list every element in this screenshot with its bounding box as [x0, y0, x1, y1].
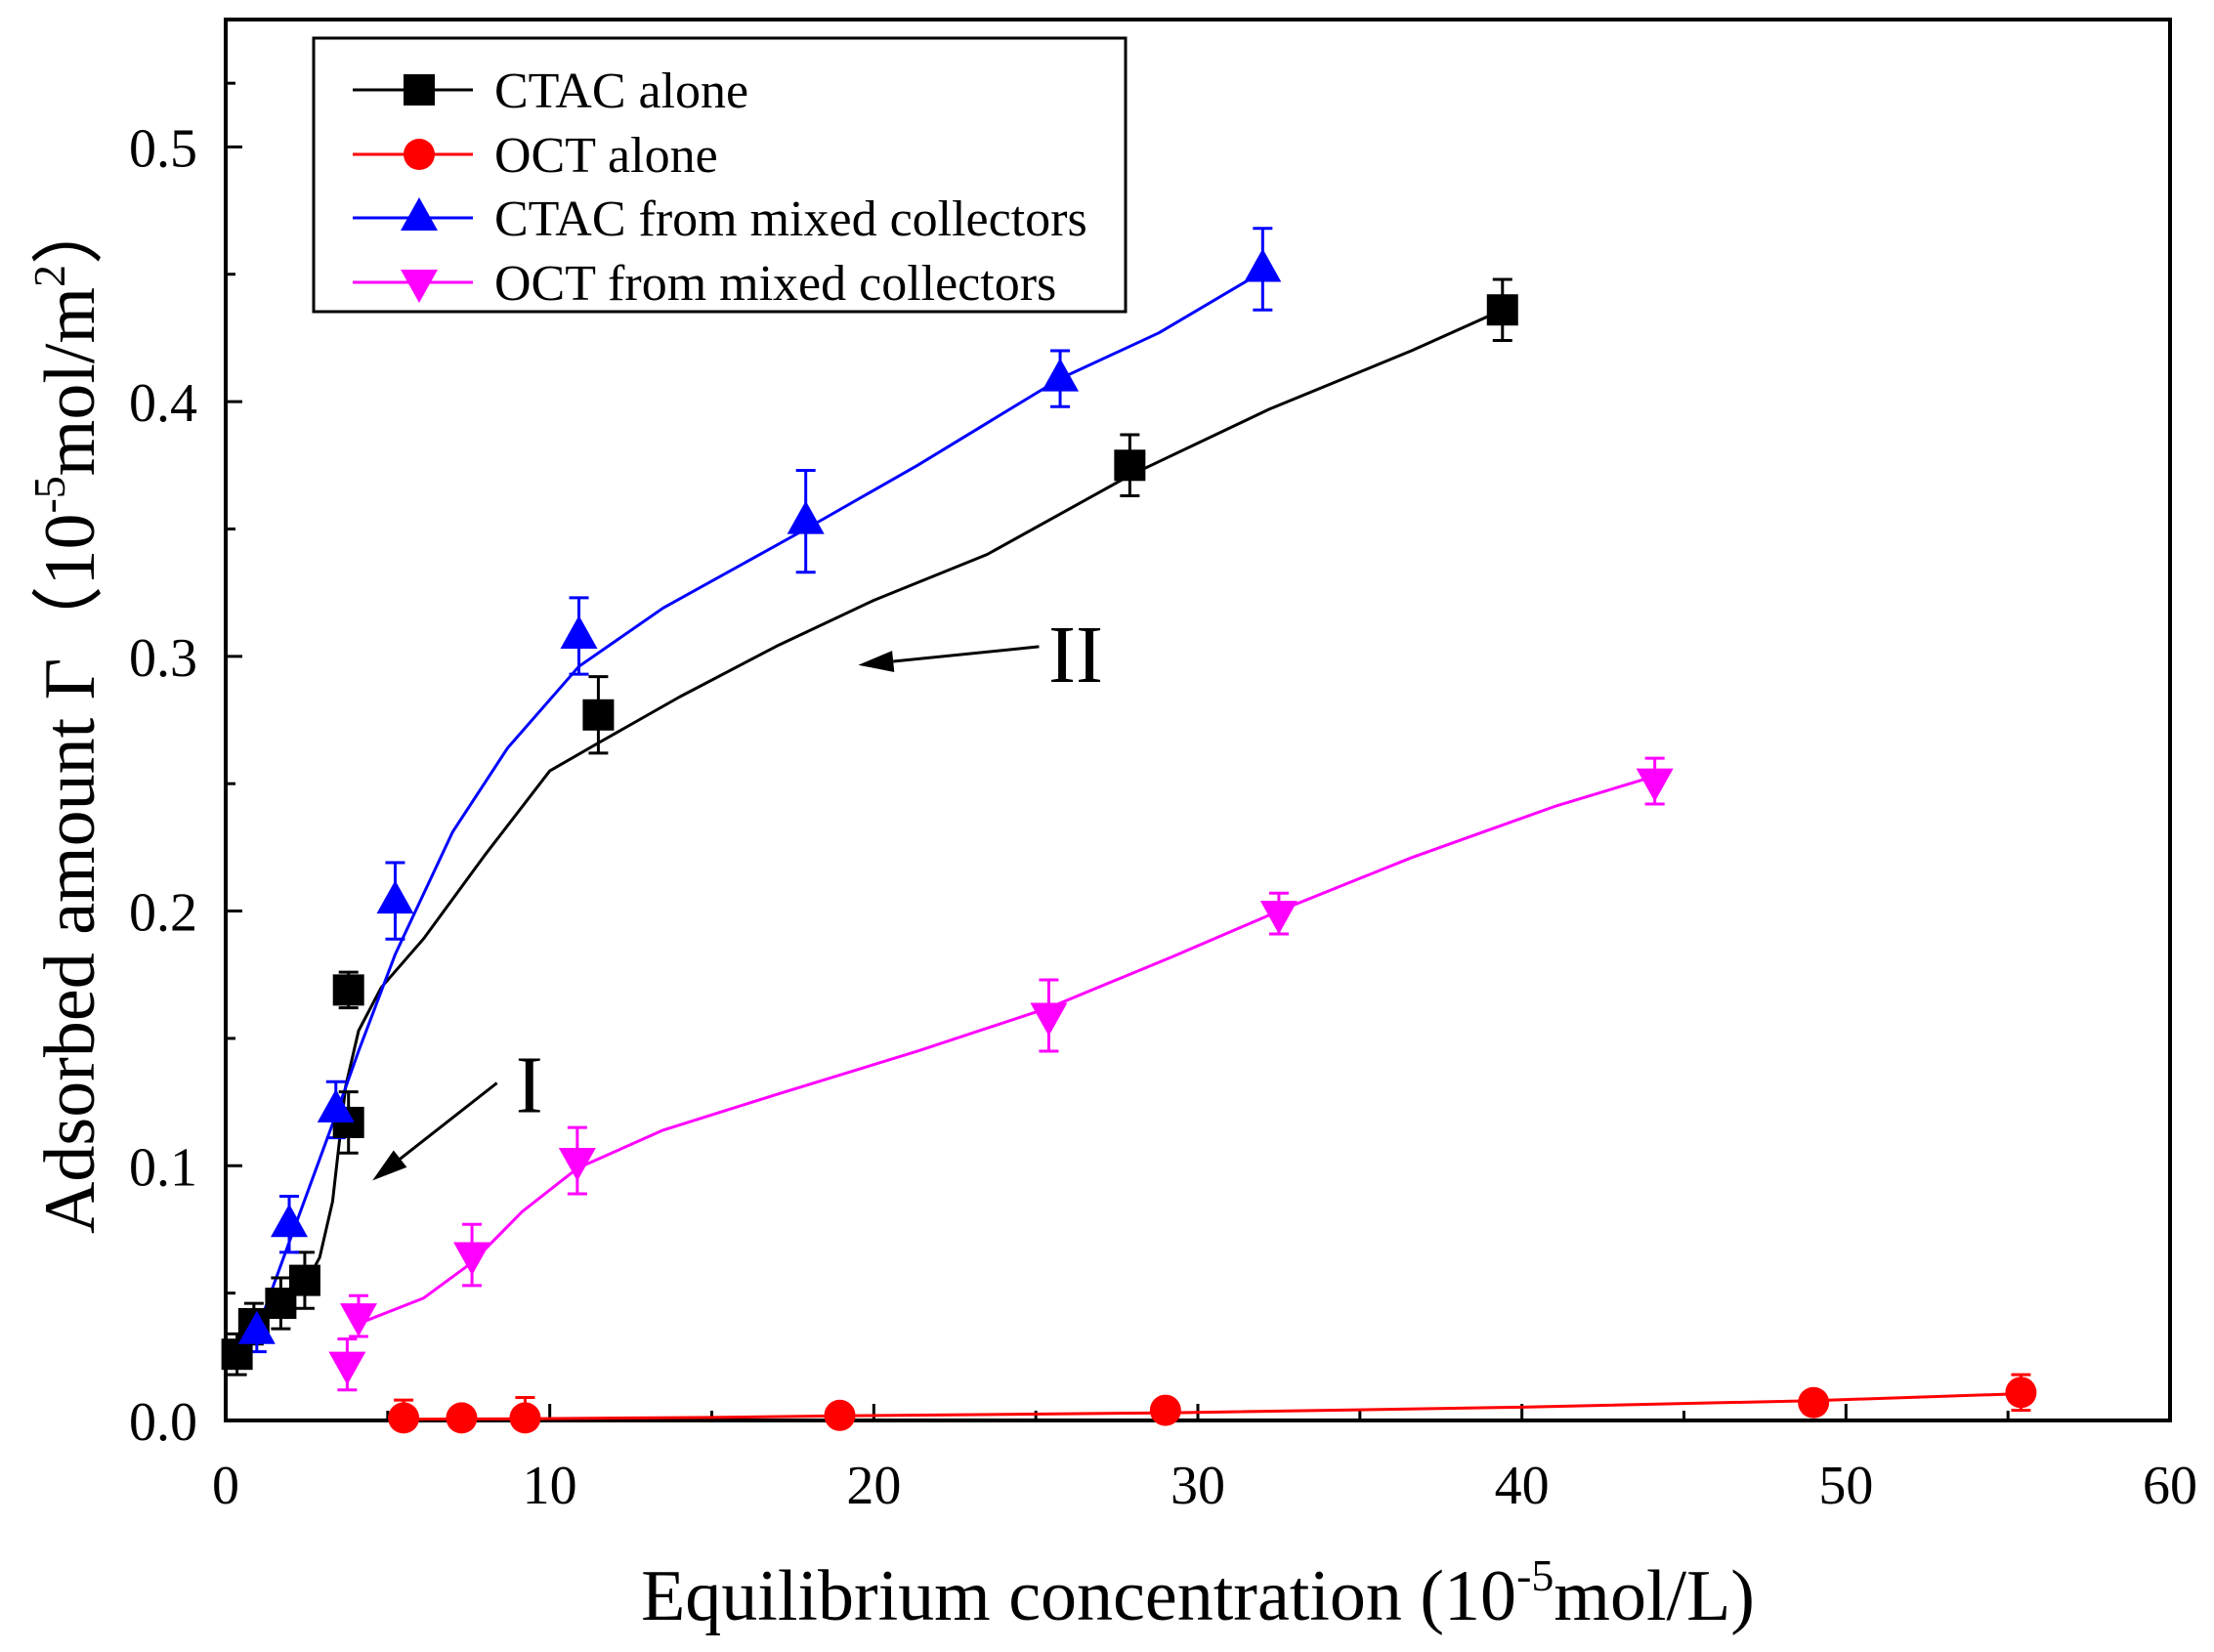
y-tick-label: 0.1	[129, 1137, 197, 1198]
data-point-ctac-from-mixed-collectors-triangle-up-marker	[237, 1310, 276, 1344]
legend-label-oct-alone: OCT alone	[494, 128, 718, 184]
y-tick-label: 0.0	[129, 1392, 197, 1453]
legend-box	[312, 36, 1128, 314]
fit-curve-oct-alone	[404, 1392, 2022, 1421]
data-point-ctac-alone-square-marker	[288, 1264, 320, 1296]
annotation-arrow-head	[858, 651, 895, 672]
x-axis-label-main: Equilibrium concentration (10	[641, 1556, 1516, 1636]
legend-circle-marker	[404, 139, 435, 170]
y-axis-label-exponent: -5	[24, 476, 74, 513]
x-axis-label-exponent: -5	[1516, 1550, 1554, 1600]
data-point-ctac-from-mixed-collectors-triangle-up-marker	[787, 500, 825, 534]
axes: 0 10 20 30 40 50 60 0.0 0.1 0.2 0.3 0.4 0.5	[129, 18, 2197, 1516]
x-tick-label: 20	[846, 1456, 901, 1516]
data-point-oct-alone-circle-marker	[2005, 1377, 2037, 1409]
data-point-oct-alone-circle-marker	[509, 1402, 541, 1434]
data-point-oct-alone-circle-marker	[446, 1402, 478, 1434]
data-point-oct-from-mixed-collectors-triangle-down-marker	[1030, 1002, 1068, 1037]
data-point-ctac-from-mixed-collectors-triangle-up-marker	[317, 1088, 355, 1123]
legend-entry-oct-alone: OCT alone	[353, 128, 718, 184]
x-tick-label: 30	[1171, 1456, 1225, 1516]
y-axis-label-unit: mol/m	[30, 287, 110, 476]
fit-curve-ctac-alone	[235, 308, 1504, 1356]
data-point-ctac-alone-square-marker	[332, 974, 364, 1006]
data-point-oct-alone-circle-marker	[388, 1402, 420, 1434]
data-point-oct-alone-circle-marker	[1149, 1394, 1181, 1426]
data-point-ctac-alone-square-marker	[582, 699, 615, 731]
data-point-ctac-alone-square-marker	[1486, 294, 1518, 326]
y-tick-label: 0.4	[129, 373, 197, 434]
y-axis-label-main: Adsorbed amount Γ（10	[30, 514, 110, 1234]
annotation-label: II	[1048, 610, 1103, 700]
legend: CTAC alone OCT alone CTAC from mixed colle…	[312, 36, 1128, 314]
data-point-oct-from-mixed-collectors-triangle-down-marker	[1259, 901, 1298, 935]
legend-entry-ctac-alone: CTAC alone	[353, 64, 748, 119]
legend-label-ctac-from-mixed-collectors: CTAC from mixed collectors	[494, 191, 1087, 247]
x-axis-label-unit: mol/L)	[1554, 1556, 1755, 1636]
data-point-ctac-from-mixed-collectors-triangle-up-marker	[1244, 248, 1282, 282]
y-tick-label: 0.5	[129, 118, 197, 179]
annotation-arrow-shaft	[893, 645, 1040, 663]
annotation-arrow-shaft	[399, 1081, 498, 1161]
x-tick-label: 60	[2143, 1456, 2197, 1516]
data-point-ctac-from-mixed-collectors-triangle-up-marker	[376, 880, 414, 914]
annotation-arrow-head	[372, 1150, 407, 1181]
data-point-oct-from-mixed-collectors-triangle-down-marker	[339, 1303, 377, 1337]
data-point-ctac-from-mixed-collectors-triangle-up-marker	[271, 1204, 309, 1238]
y-tick-label: 0.2	[129, 883, 197, 944]
x-axis-label: Equilibrium concentration (10-5mol/L)	[641, 1550, 1755, 1636]
error-bars	[227, 227, 2031, 1422]
data-point-ctac-from-mixed-collectors-triangle-up-marker	[560, 614, 598, 649]
data-point-oct-from-mixed-collectors-triangle-down-marker	[328, 1351, 366, 1385]
annotation-label: I	[516, 1040, 543, 1131]
data-point-oct-from-mixed-collectors-triangle-down-marker	[1636, 768, 1674, 802]
data-point-oct-alone-circle-marker	[1798, 1386, 1830, 1419]
data-point-oct-from-mixed-collectors-triangle-down-marker	[558, 1148, 596, 1182]
y-tick-label: 0.3	[129, 628, 197, 689]
annotation-2: II	[858, 610, 1103, 700]
legend-triangle-up-marker	[401, 197, 438, 231]
fit-curve-ctac-from-mixed-collectors	[255, 270, 1264, 1333]
legend-entry-ctac-from-mixed-collectors: CTAC from mixed collectors	[353, 191, 1087, 247]
legend-triangle-down-marker	[401, 270, 438, 303]
data-point-ctac-alone-square-marker	[1114, 449, 1146, 482]
x-tick-label: 10	[523, 1456, 577, 1516]
y-axis-label-unit-exponent: 2	[24, 265, 74, 287]
legend-label-ctac-alone: CTAC alone	[494, 64, 748, 119]
annotations: III	[372, 610, 1103, 1181]
annotation-1: I	[372, 1040, 543, 1181]
legend-square-marker	[404, 74, 435, 106]
data-point-oct-alone-circle-marker	[824, 1399, 856, 1431]
x-tick-label: 40	[1495, 1456, 1550, 1516]
data-point-oct-from-mixed-collectors-triangle-down-marker	[453, 1242, 491, 1276]
x-tick-label: 50	[1818, 1456, 1873, 1516]
data-markers	[221, 248, 2037, 1434]
y-axis-label: Adsorbed amount Γ（10-5mol/m2）	[24, 192, 110, 1234]
legend-label-oct-from-mixed-collectors: OCT from mixed collectors	[494, 256, 1056, 312]
data-point-ctac-from-mixed-collectors-triangle-up-marker	[1042, 358, 1080, 392]
y-axis-label-close: ）	[30, 192, 110, 265]
x-tick-label: 0	[212, 1456, 239, 1516]
legend-entry-oct-from-mixed-collectors: OCT from mixed collectors	[353, 256, 1056, 312]
fit-curve-oct-from-mixed-collectors	[358, 774, 1656, 1326]
